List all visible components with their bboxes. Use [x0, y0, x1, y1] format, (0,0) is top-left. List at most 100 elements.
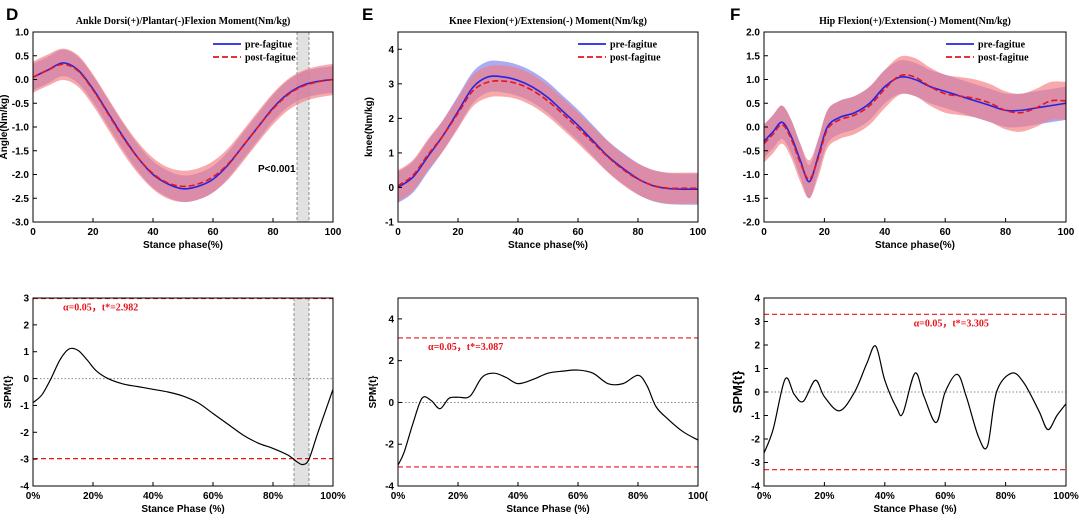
axes-frame [397, 31, 699, 223]
y-tick-label: -2.0 [12, 170, 30, 181]
plot-area [33, 32, 333, 222]
y-axis-label: knee(Nm/kg) [364, 97, 375, 157]
x-axis-label: Stance Phase (%) [141, 504, 224, 515]
chart-title: Ankle Dorsi(+)/Plantar(-)Flexion Moment(… [76, 16, 291, 27]
spm-t-curve [33, 347, 333, 466]
x-tick-label: 100% [320, 491, 346, 502]
x-axis-label: Stance Phase (%) [506, 504, 589, 515]
y-tick-label: 3 [754, 317, 760, 328]
y-axis-label: SPM{t} [3, 376, 14, 409]
y-tick-label: -0.5 [743, 146, 761, 157]
panel-letter: D [6, 5, 18, 24]
x-tick-label: 60% [203, 491, 223, 502]
x-tick-label: 20 [819, 227, 831, 238]
y-tick-label: 1.5 [746, 51, 760, 62]
x-tick-label: 0 [30, 227, 36, 238]
y-tick-label: -4 [385, 482, 394, 493]
plot-area [398, 60, 698, 205]
significance-region [294, 298, 309, 486]
chart-title: Knee Flexion(+)/Extension(-) Moment(Nm/k… [449, 16, 647, 27]
y-tick-label: -3 [20, 455, 29, 466]
y-tick-label: -1 [20, 401, 29, 412]
x-tick-label: 60 [940, 227, 952, 238]
y-tick-label: 0.0 [15, 75, 29, 86]
x-axis-label: Stance phase(%) [875, 240, 955, 251]
y-tick-label: -1.5 [12, 146, 30, 157]
y-tick-label: -2 [751, 435, 760, 446]
chart-4: 0% 20% 40% 60% 80% 100(-4 -2 0 2 4 Stance Phase (%… [368, 297, 709, 515]
y-tick-label: 1 [388, 148, 394, 159]
y-axis-label: SPM{t} [730, 371, 745, 414]
y-tick-label: -2 [20, 428, 29, 439]
x-tick-label: 80% [996, 491, 1016, 502]
y-tick-label: 0.5 [15, 51, 29, 62]
threshold-annotation: α=0.05，t*=2.982 [63, 302, 138, 313]
y-tick-label: 4 [388, 314, 394, 325]
legend-pre-label: pre-fagitue [978, 40, 1026, 51]
chart-3: 0% 20% 40% 60% 80% 100% -4 -3 -2 -1 0 1 2 3 Stance Pha… [3, 294, 346, 516]
axes-frame [397, 297, 699, 487]
y-tick-label: 2 [754, 341, 760, 352]
y-tick-label: 1.0 [15, 28, 29, 39]
x-tick-label: 100% [1053, 491, 1079, 502]
y-tick-label: 1 [23, 347, 29, 358]
chart-5: 0% 20% 40% 60% 80% 100% -4 -3 -2 -1 0 1 2 3 4 Stance Ph… [730, 294, 1079, 516]
y-tick-label: -3 [751, 458, 760, 469]
panel-letter: E [362, 5, 373, 24]
x-tick-label: 0 [761, 227, 767, 238]
x-tick-label: 60% [935, 491, 955, 502]
y-tick-label: 2 [388, 356, 394, 367]
y-tick-label: 2 [388, 114, 394, 125]
x-tick-label: 60 [572, 227, 584, 238]
x-tick-label: 100 [690, 227, 707, 238]
y-tick-label: -1.0 [12, 123, 30, 134]
y-tick-label: -3.0 [12, 218, 30, 229]
x-tick-label: 80% [628, 491, 648, 502]
x-tick-label: 60% [568, 491, 588, 502]
y-tick-label: 3 [388, 79, 394, 90]
chart-2: 0 20 40 60 80 100 -2.0 -1.5 -1.0 -0.5 0.0 0.5 1.0 1.5… [730, 5, 1075, 251]
x-tick-label: 80 [267, 227, 279, 238]
threshold-annotation: α=0.05，t*=3.305 [914, 318, 989, 329]
legend-post-label: post-fagitue [610, 53, 661, 64]
chart-0: 0 20 40 60 80 100 -3.0 -2.5 -2.0 -1.5 -1.0 -0.5 0.0 0… [0, 5, 342, 251]
x-tick-label: 20% [83, 491, 103, 502]
y-tick-label: 0 [754, 388, 760, 399]
post-fatigue-mean-line [764, 73, 1066, 181]
y-tick-label: 0.5 [746, 99, 760, 110]
y-tick-label: -2.5 [12, 194, 30, 205]
plot-area [33, 298, 333, 486]
y-tick-label: 1 [754, 364, 760, 375]
plot-area [764, 313, 1066, 471]
x-tick-label: 0% [757, 491, 772, 502]
x-tick-label: 80 [632, 227, 644, 238]
y-tick-label: 0 [388, 398, 394, 409]
y-tick-label: -2 [385, 440, 394, 451]
legend-post-label: post-fagitue [978, 53, 1029, 64]
y-tick-label: -1 [385, 218, 394, 229]
x-tick-label: 0% [391, 491, 406, 502]
x-tick-label: 0 [395, 227, 401, 238]
x-tick-label: 40% [143, 491, 163, 502]
x-tick-label: 20% [814, 491, 834, 502]
x-tick-label: 80 [1000, 227, 1012, 238]
x-axis-label: Stance phase(%) [143, 240, 223, 251]
legend-pre-label: pre-fagitue [245, 40, 293, 51]
x-tick-label: 100 [325, 227, 342, 238]
x-tick-label: 40% [508, 491, 528, 502]
x-tick-label: 0% [26, 491, 41, 502]
y-tick-label: -2.0 [743, 218, 761, 229]
legend-pre-label: pre-fagitue [610, 40, 658, 51]
y-axis-label: SPM{t} [368, 376, 379, 409]
y-tick-label: 3 [23, 294, 29, 305]
panel-letter: F [730, 5, 740, 24]
spm-t-curve [764, 345, 1066, 454]
significance-region [297, 32, 309, 222]
x-axis-label: Stance phase(%) [508, 240, 588, 251]
y-tick-label: 4 [388, 45, 394, 56]
y-tick-label: -1.5 [743, 194, 761, 205]
y-tick-label: 4 [754, 294, 760, 305]
y-tick-label: 0 [388, 183, 394, 194]
